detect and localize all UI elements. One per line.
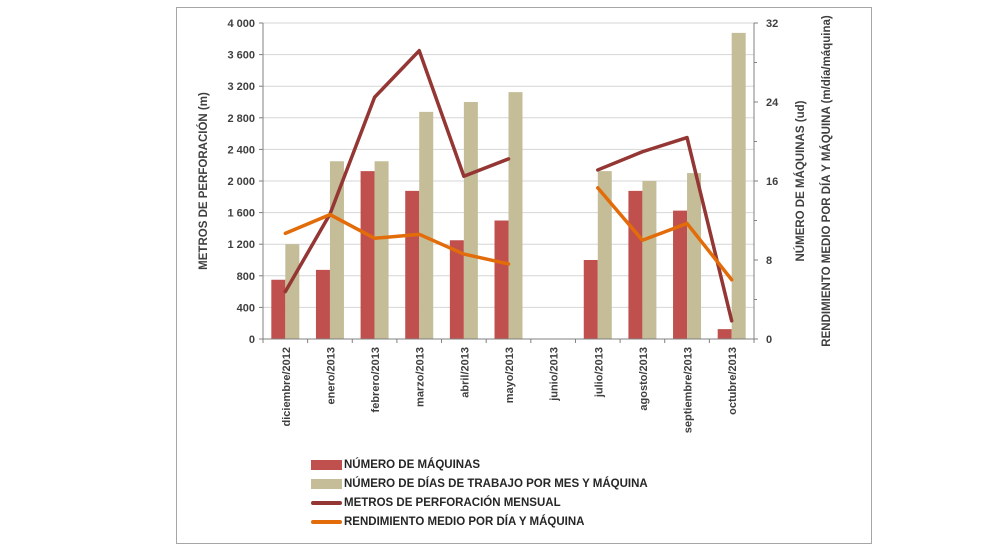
left-tick-label: 1 200 [227, 239, 255, 251]
line-series [283, 48, 734, 323]
bar-dias-de-trabajo-diciembre/2012 [285, 244, 300, 339]
right-axis-title-machines: NÚMERO DE MÁQUINAS (ud) [794, 100, 807, 261]
left-tick-label: 2 000 [227, 176, 255, 188]
bar-dias-de-trabajo-febrero/2013 [374, 161, 389, 339]
left-tick-label: 800 [237, 271, 255, 283]
category-label-julio/2013: julio/2013 [593, 347, 605, 398]
legend-label-rendimiento-medio: RENDIMIENTO MEDIO POR DÍA Y MÁQUINA [344, 515, 585, 528]
right-tick-label: 8 [766, 255, 772, 267]
left-tick-label: 4 000 [227, 18, 255, 30]
left-tick-label: 400 [237, 302, 255, 314]
bar-series [271, 32, 746, 339]
left-tick-label: 2 400 [227, 144, 255, 156]
bar-numero-de-maquinas-mayo/2013 [494, 220, 509, 339]
left-tick-label: 3 200 [227, 81, 255, 93]
bar-numero-de-maquinas-septiembre/2013 [673, 210, 688, 339]
category-label-septiembre/2013: septiembre/2013 [683, 347, 695, 433]
right-tick-label: 32 [766, 18, 778, 30]
bar-dias-de-trabajo-septiembre/2013 [687, 173, 702, 339]
bar-dias-de-trabajo-agosto/2013 [642, 181, 657, 339]
line-rendimiento-medio [596, 186, 734, 282]
right-tick-label: 0 [766, 334, 772, 346]
category-label-mayo/2013: mayo/2013 [504, 347, 516, 403]
bar-numero-de-maquinas-abril/2013 [449, 240, 464, 339]
category-label-abril/2013: abril/2013 [459, 347, 471, 398]
right-tick-label: 24 [766, 97, 779, 109]
bar-numero-de-maquinas-octubre/2013 [717, 329, 732, 339]
tick-labels: 0 400 800 1 200 1 600 2 000 2 400 2 800 3 200 3 6… [227, 18, 779, 433]
bar-numero-de-maquinas-marzo/2013 [405, 190, 420, 339]
category-label-febrero/2013: febrero/2013 [370, 347, 382, 412]
right-axis-title-rendimiento: RENDIMIENTO MEDIO POR DÍA Y MÁQUINA (m/d… [820, 15, 833, 347]
category-label-junio/2013: junio/2013 [549, 347, 561, 402]
category-label-diciembre/2012: diciembre/2012 [281, 347, 293, 427]
bar-numero-de-maquinas-febrero/2013 [360, 171, 375, 339]
combo-chart: 0 400 800 1 200 1 600 2 000 2 400 2 800 3 200 3 6… [197, 15, 833, 433]
line-metros-perforacion-mensual [596, 135, 734, 323]
bar-numero-de-maquinas-agosto/2013 [628, 190, 643, 339]
left-tick-label: 0 [249, 334, 255, 346]
bar-dias-de-trabajo-octubre/2013 [731, 32, 746, 339]
legend-swatch-dias-de-trabajo [311, 478, 342, 489]
right-tick-label: 16 [766, 176, 778, 188]
legend-label-numero-de-maquinas: NÚMERO DE MÁQUINAS [344, 458, 481, 471]
chart-figure: 0 400 800 1 200 1 600 2 000 2 400 2 800 3 200 3 6… [176, 7, 872, 544]
bar-dias-de-trabajo-julio/2013 [597, 171, 612, 339]
category-label-agosto/2013: agosto/2013 [638, 347, 650, 411]
legend-item-rendimiento-medio: RENDIMIENTO MEDIO POR DÍA Y MÁQUINA [311, 514, 648, 529]
left-tick-label: 1 600 [227, 208, 255, 220]
bar-dias-de-trabajo-abril/2013 [463, 102, 478, 339]
chart-legend: NÚMERO DE MÁQUINAS NÚMERO DE DÍAS DE TRAB… [311, 457, 648, 529]
legend-label-dias-de-trabajo: NÚMERO DE DÍAS DE TRABAJO POR MES Y MÁQU… [344, 477, 648, 490]
line-metros-perforacion-mensual [283, 48, 511, 294]
line-rendimiento-medio [283, 212, 511, 266]
category-label-octubre/2013: octubre/2013 [727, 347, 739, 415]
axes [259, 22, 758, 343]
legend-item-numero-de-maquinas: NÚMERO DE MÁQUINAS [311, 457, 648, 472]
bar-numero-de-maquinas-diciembre/2012 [271, 279, 286, 339]
legend-item-metros-perforacion-mensual: METROS DE PERFORACIÓN MENSUAL [311, 495, 648, 510]
bar-numero-de-maquinas-enero/2013 [315, 269, 330, 339]
category-label-enero/2013: enero/2013 [325, 347, 337, 404]
bar-numero-de-maquinas-julio/2013 [583, 260, 598, 339]
left-tick-label: 3 600 [227, 50, 255, 62]
category-label-marzo/2013: marzo/2013 [415, 347, 427, 407]
legend-swatch-numero-de-maquinas [311, 459, 342, 470]
legend-item-dias-de-trabajo: NÚMERO DE DÍAS DE TRABAJO POR MES Y MÁQU… [311, 476, 648, 491]
bar-dias-de-trabajo-mayo/2013 [508, 92, 523, 339]
left-axis-title: METROS DE PERFORACIÓN (m) [197, 92, 210, 270]
legend-swatch-rendimiento-medio [311, 519, 342, 524]
legend-swatch-metros-perforacion-mensual [311, 500, 342, 505]
bar-dias-de-trabajo-marzo/2013 [419, 111, 434, 339]
left-tick-label: 2 800 [227, 113, 255, 125]
legend-label-metros-perforacion-mensual: METROS DE PERFORACIÓN MENSUAL [344, 496, 561, 509]
